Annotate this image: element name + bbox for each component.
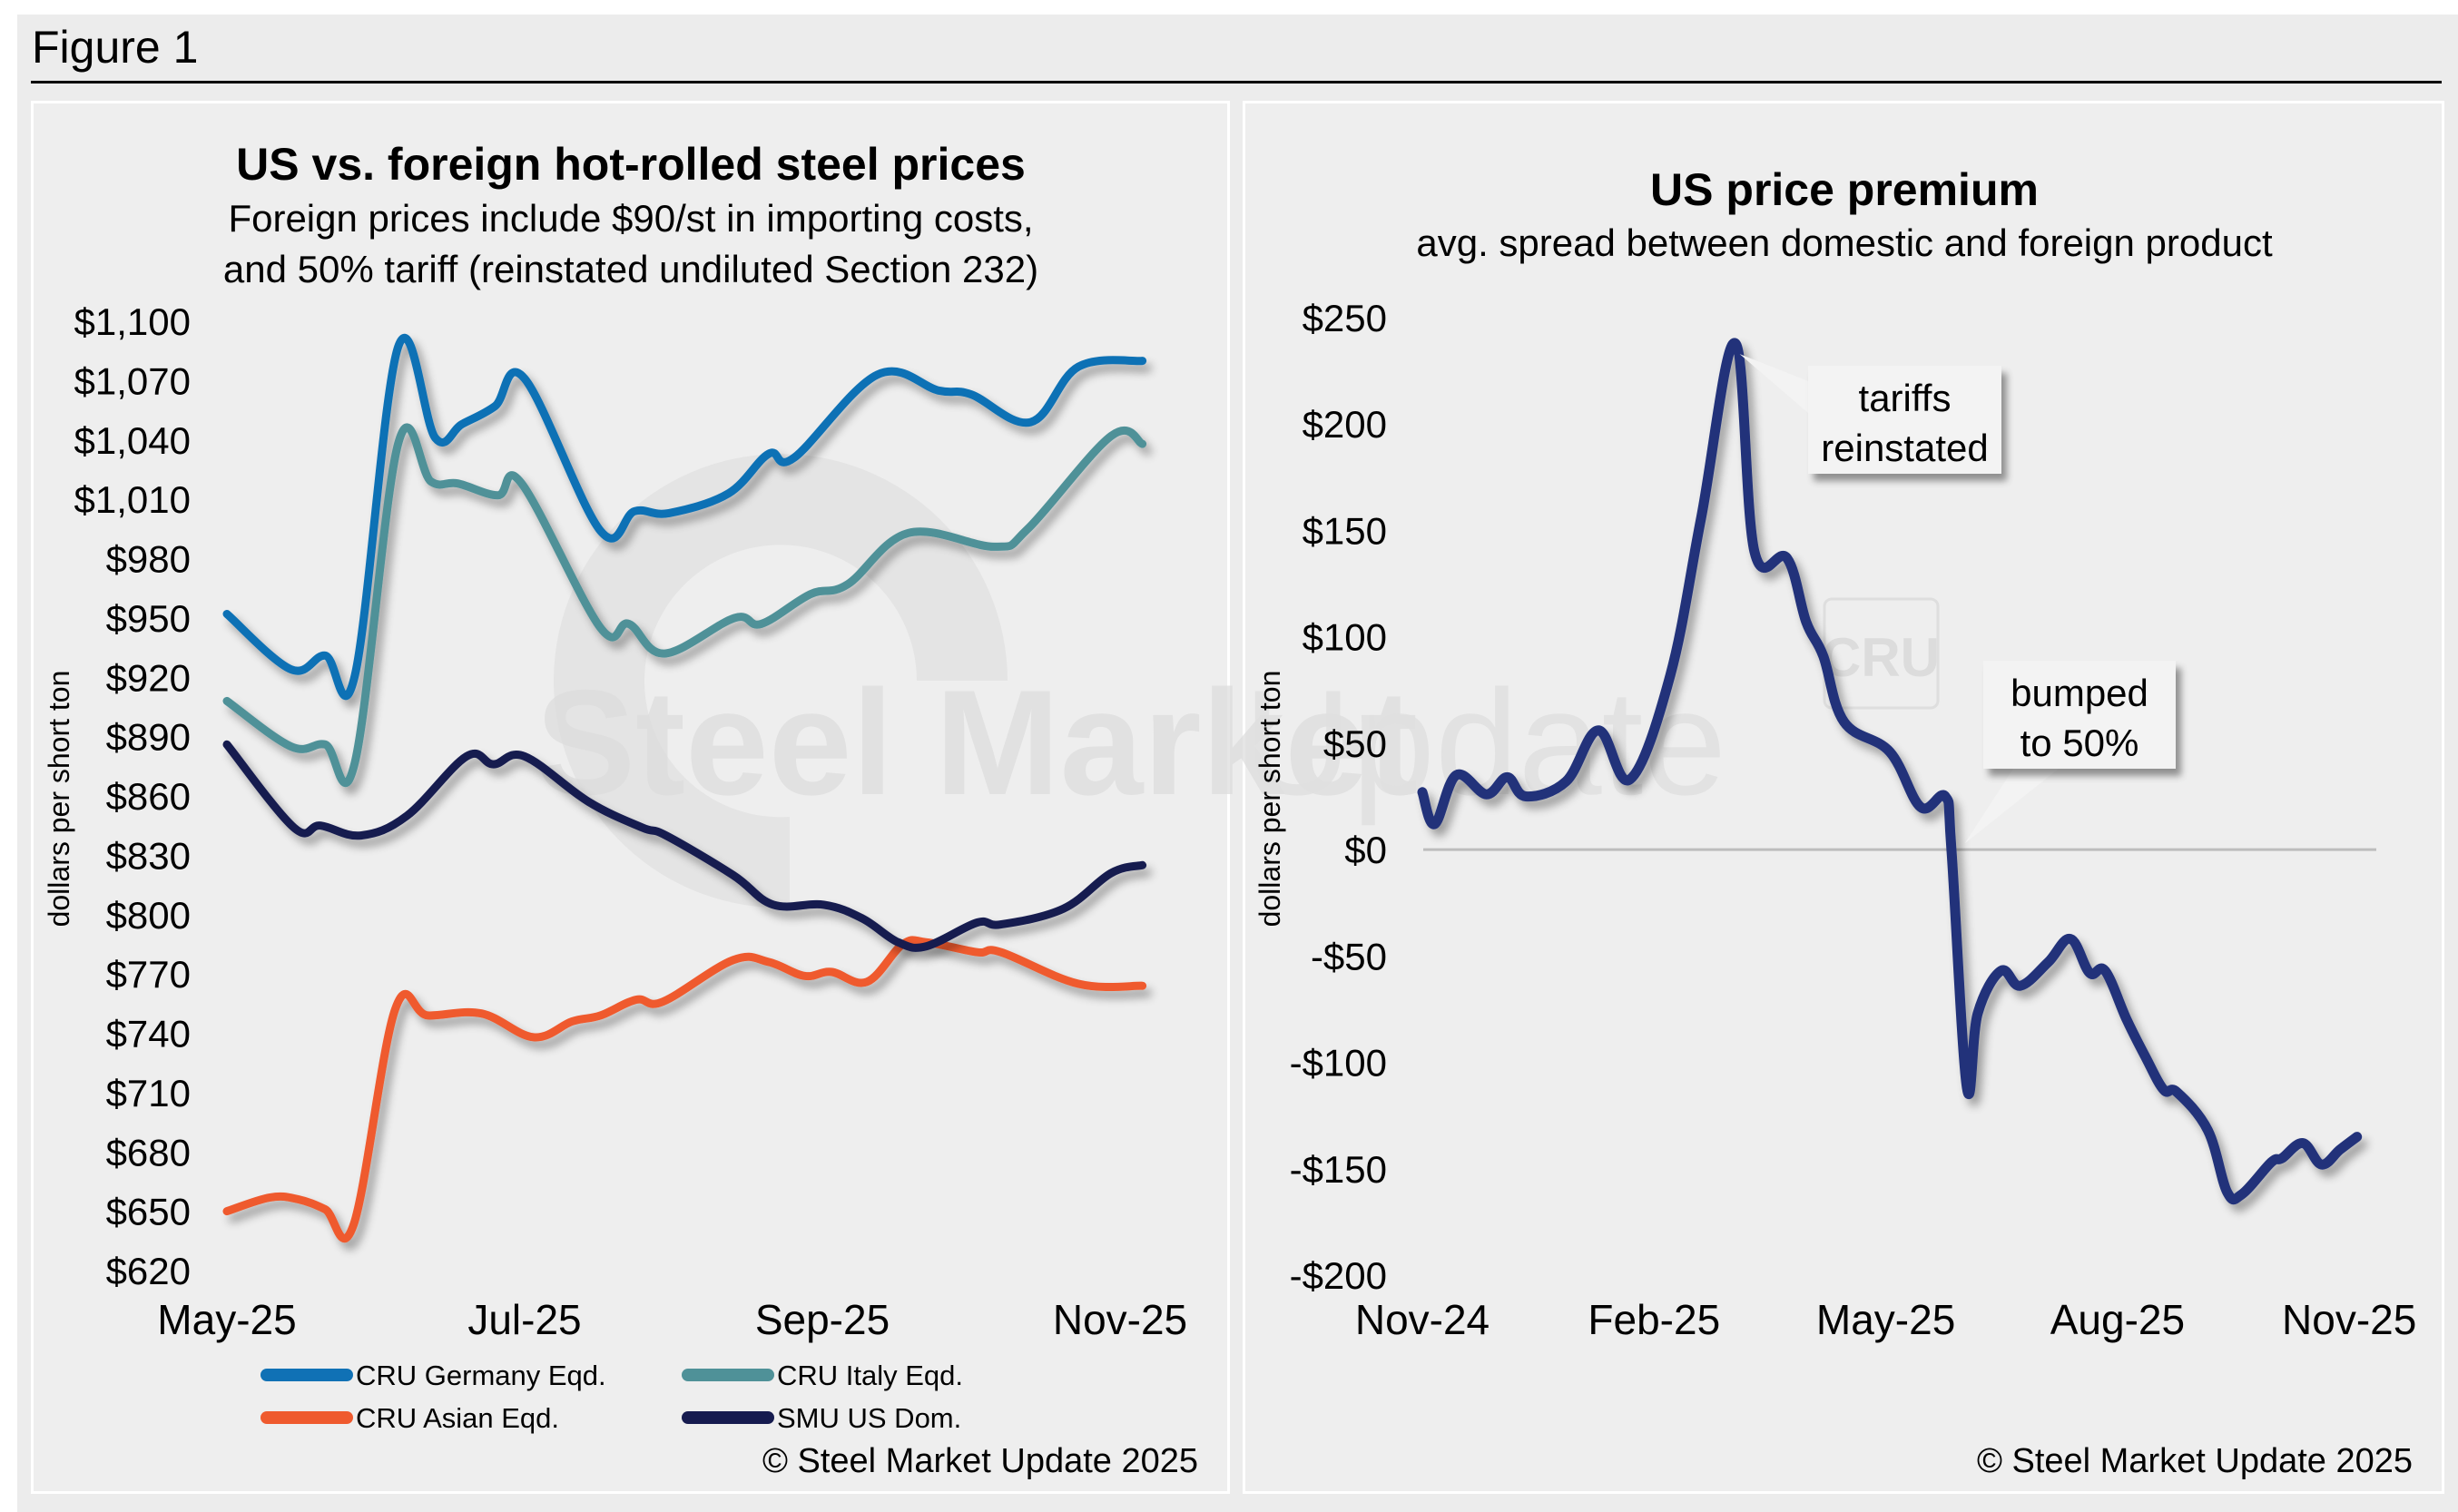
x-tick-label: Nov-25 <box>2282 1296 2416 1343</box>
right-chart-subtitle: avg. spread between domestic and foreign… <box>1416 221 2273 264</box>
right-x-axis: Nov-24 Feb-25 May-25 Aug-25 Nov-25 <box>1355 1296 2416 1343</box>
x-tick-label: Sep-25 <box>755 1296 890 1343</box>
y-tick-label: $890 <box>106 716 191 759</box>
y-tick-label: $150 <box>1303 509 1387 552</box>
callout-pointer <box>1739 354 1808 413</box>
series-line-smu-us-dom <box>222 740 1147 952</box>
right-chart-title: US price premium <box>1650 164 2039 215</box>
left-chart-subtitle-2: and 50% tariff (reinstated undiluted Sec… <box>223 248 1038 290</box>
legend-item: CRU Germany Eqd. <box>261 1360 606 1391</box>
y-tick-label: $920 <box>106 656 191 699</box>
left-chart-title: US vs. foreign hot-rolled steel prices <box>236 139 1026 190</box>
x-tick-label: Feb-25 <box>1588 1296 1720 1343</box>
x-tick-label: Nov-25 <box>1053 1296 1187 1343</box>
watermark-logo-arc <box>554 454 1008 908</box>
figure-title-rule <box>31 81 2442 83</box>
series-line-cru-italy-eqd <box>222 423 1147 788</box>
y-tick-label: $1,010 <box>74 478 191 521</box>
right-y-axis: $250 $200 $150 $100 $50 $0 -$50 -$100 -$150 -$200 <box>1290 297 1387 1297</box>
series-line-cru-asian-eqd <box>222 936 1147 1243</box>
left-chart-subtitle-1: Foreign prices include $90/st in importi… <box>228 197 1033 240</box>
callout-box <box>1808 366 2001 474</box>
y-tick-label: -$50 <box>1311 935 1387 977</box>
left-series-group <box>222 333 1147 1243</box>
y-tick-label: $710 <box>106 1072 191 1114</box>
legend-item: SMU US Dom. <box>682 1402 961 1434</box>
y-tick-label: $620 <box>106 1250 191 1292</box>
y-tick-label: $830 <box>106 834 191 877</box>
y-tick-label: $740 <box>106 1013 191 1055</box>
y-tick-label: $980 <box>106 538 191 581</box>
y-tick-label: $1,100 <box>74 300 191 343</box>
y-tick-label: $250 <box>1303 297 1387 339</box>
x-tick-label: May-25 <box>157 1296 296 1343</box>
legend-label: SMU US Dom. <box>777 1402 961 1434</box>
y-tick-label: $200 <box>1303 403 1387 446</box>
left-y-axis: $1,100 $1,070 $1,040 $1,010 $980 $950 $920 $890… <box>74 300 191 1292</box>
y-tick-label: $950 <box>106 597 191 640</box>
y-tick-label: $650 <box>106 1191 191 1233</box>
y-tick-label: $800 <box>106 894 191 937</box>
left-legend: CRU Germany Eqd. CRU Italy Eqd. CRU Asian … <box>261 1360 963 1434</box>
y-tick-label: -$100 <box>1290 1042 1387 1085</box>
x-tick-label: May-25 <box>1816 1296 1955 1343</box>
callout-pointer <box>1964 769 2059 844</box>
legend-label: CRU Asian Eqd. <box>356 1402 559 1434</box>
left-source-credit: © Steel Market Update 2025 <box>762 1442 1198 1480</box>
callout-text: to 50% <box>2020 722 2139 764</box>
right-series-group <box>1417 338 2363 1205</box>
legend-item: CRU Italy Eqd. <box>682 1360 963 1391</box>
right-y-axis-title: dollars per short ton <box>1254 671 1286 928</box>
y-tick-label: -$200 <box>1290 1254 1387 1297</box>
x-tick-label: Aug-25 <box>2050 1296 2185 1343</box>
x-tick-label: Nov-24 <box>1355 1296 1490 1343</box>
series-line-cru-germany-eqd <box>222 333 1147 700</box>
y-tick-label: $770 <box>106 953 191 996</box>
legend-item: CRU Asian Eqd. <box>261 1402 559 1434</box>
y-tick-label: -$150 <box>1290 1148 1387 1191</box>
y-tick-label: $860 <box>106 775 191 818</box>
annotation-callout: tariffs reinstated <box>1739 354 2001 474</box>
figure-title: Figure 1 <box>32 22 199 73</box>
right-source-credit: © Steel Market Update 2025 <box>1977 1442 2413 1480</box>
callout-text: tariffs <box>1859 377 1952 419</box>
y-tick-label: $680 <box>106 1131 191 1173</box>
y-tick-label: $0 <box>1344 829 1387 871</box>
x-tick-label: Jul-25 <box>467 1296 581 1343</box>
callout-box <box>1983 661 2176 769</box>
y-tick-label: $100 <box>1303 616 1387 659</box>
legend-label: CRU Italy Eqd. <box>777 1360 963 1391</box>
left-watermark: Steel Market <box>536 454 1418 908</box>
annotation-callout: bumped to 50% <box>1964 661 2176 844</box>
watermark-text: Steel Market <box>536 659 1418 826</box>
callout-text: bumped <box>2011 672 2148 714</box>
y-tick-label: $1,040 <box>74 419 191 462</box>
cru-logo-text: CRU <box>1822 627 1940 688</box>
y-tick-label: $1,070 <box>74 359 191 402</box>
y-tick-label: $50 <box>1323 722 1387 765</box>
right-annotations: tariffs reinstated bumped to 50% <box>1739 354 2176 844</box>
legend-label: CRU Germany Eqd. <box>356 1360 606 1391</box>
left-x-axis: May-25 Jul-25 Sep-25 Nov-25 <box>157 1296 1187 1343</box>
callout-text: reinstated <box>1821 427 1988 469</box>
series-line-us-price-premium <box>1417 338 2363 1205</box>
left-y-axis-title: dollars per short ton <box>43 671 75 928</box>
